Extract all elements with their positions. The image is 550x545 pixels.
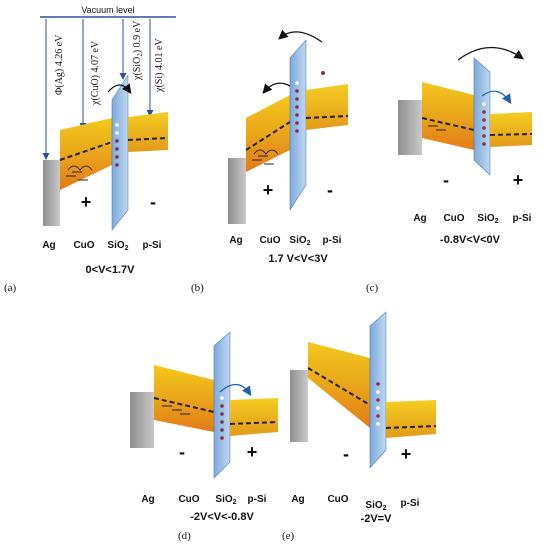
sio2-charges bbox=[376, 382, 380, 426]
cuo-band bbox=[246, 95, 290, 172]
tunneling-arrow-top bbox=[278, 29, 323, 43]
sio2-barrier bbox=[289, 39, 307, 212]
panel-b: + - Ag CuO SiO2 p-Si 1.7 V<V<3V (b) bbox=[191, 29, 349, 294]
sio2-charges bbox=[295, 71, 325, 133]
psi-fermi-level bbox=[385, 425, 437, 429]
ag-metal-block bbox=[398, 100, 422, 155]
label-cuo: CuO bbox=[73, 240, 94, 251]
psi-fermi-level bbox=[127, 137, 169, 141]
tunneling-arrow-blue bbox=[219, 383, 252, 396]
tunneling-arrow-blue bbox=[481, 90, 512, 104]
condition-label: 1.7 V<V<3V bbox=[268, 253, 328, 265]
cuo-fermi-level bbox=[59, 141, 113, 161]
label-psi: p-Si bbox=[323, 235, 342, 246]
sio2-barrier bbox=[473, 57, 491, 176]
plus-sign: + bbox=[247, 442, 258, 462]
chi-si-label: χ(Si) 4.01 eV bbox=[154, 38, 165, 93]
psi-fermi-level bbox=[489, 133, 533, 136]
cuo-fermi-level bbox=[421, 117, 475, 131]
panel-letter: (b) bbox=[191, 282, 204, 294]
label-ag: Ag bbox=[229, 235, 242, 246]
minus-sign: - bbox=[179, 442, 185, 462]
ag-metal-block bbox=[43, 160, 60, 226]
tunneling-arrow-left bbox=[262, 82, 291, 94]
chi-cuo-label: χ(CuO) 4.07 eV bbox=[90, 40, 101, 106]
cuo-trap-levels bbox=[66, 171, 88, 181]
psi-band bbox=[490, 112, 532, 147]
sio2-barrier bbox=[369, 311, 387, 469]
condition-label: -2V<V<-0.8V bbox=[190, 511, 254, 523]
ag-metal-block bbox=[130, 392, 154, 448]
ag-metal-block bbox=[228, 158, 246, 224]
label-cuo: CuO bbox=[327, 494, 348, 505]
panel-letter: (e) bbox=[282, 530, 295, 542]
ag-metal-block bbox=[290, 370, 308, 442]
panel-c: - + Ag CuO SiO2 p-Si -0.8V<V<0V (c) bbox=[366, 46, 533, 294]
sio2-charges bbox=[220, 396, 224, 440]
cuo-fermi-level bbox=[153, 397, 215, 413]
cuo-fermi-level bbox=[307, 367, 371, 406]
condition-label: -2V=V bbox=[361, 513, 393, 525]
cuo-trap-levels bbox=[252, 155, 274, 165]
cuo-trap-levels bbox=[162, 405, 190, 415]
label-sio2: SiO2 bbox=[215, 494, 236, 506]
cuo-band bbox=[154, 365, 214, 432]
minus-sign: - bbox=[343, 444, 349, 464]
label-psi: p-Si bbox=[401, 498, 420, 509]
label-ag: Ag bbox=[141, 494, 154, 505]
plus-sign: + bbox=[513, 170, 524, 190]
label-sio2: SiO2 bbox=[477, 213, 498, 225]
psi-band bbox=[386, 400, 436, 438]
cuo-electron-hops bbox=[67, 165, 93, 171]
panel-e: - + Ag CuO SiO2 p-Si -2V=V (e) bbox=[282, 311, 437, 542]
minus-sign: - bbox=[327, 180, 333, 200]
label-sio2: SiO2 bbox=[365, 500, 386, 512]
label-cuo: CuO bbox=[178, 494, 199, 505]
cuo-electron-hops bbox=[253, 149, 279, 155]
label-sio2: SiO2 bbox=[107, 240, 128, 252]
psi-fermi-level bbox=[305, 115, 349, 119]
panel-letter: (a) bbox=[4, 282, 17, 294]
panel-d: - + Ag CuO SiO2 p-Si -2V<V<-0.8V (d) bbox=[130, 331, 279, 542]
condition-label: -0.8V<V<0V bbox=[440, 234, 501, 246]
label-psi: p-Si bbox=[513, 213, 532, 224]
sio2-charges bbox=[115, 123, 119, 167]
plus-sign: + bbox=[81, 192, 92, 212]
label-psi: p-Si bbox=[143, 240, 162, 251]
minus-sign: - bbox=[443, 170, 449, 190]
cuo-fermi-level bbox=[245, 121, 291, 151]
label-ag: Ag bbox=[291, 494, 304, 505]
sio2-charges bbox=[482, 102, 486, 146]
cuo-band bbox=[308, 342, 370, 428]
chi-sio2-label: χ(SiO2) 0.9 eV bbox=[132, 20, 144, 81]
plus-sign: + bbox=[263, 180, 274, 200]
psi-band bbox=[230, 398, 278, 436]
label-cuo: CuO bbox=[259, 235, 280, 246]
vacuum-level-label: Vacuum level bbox=[81, 5, 134, 15]
psi-fermi-level bbox=[229, 421, 279, 425]
phi-ag-label: Φ(Ag) 4.26 eV bbox=[54, 34, 65, 95]
label-ag: Ag bbox=[42, 240, 55, 251]
label-ag: Ag bbox=[413, 213, 426, 224]
panel-a: Vacuum level Φ(Ag) 4.26 eV χ(CuO) 4.07 e… bbox=[4, 5, 176, 294]
cuo-band bbox=[422, 82, 474, 150]
tunneling-arrow bbox=[107, 83, 132, 94]
cuo-trap-levels bbox=[428, 125, 446, 131]
tunneling-arrow-top bbox=[457, 46, 524, 61]
sio2-barrier bbox=[111, 73, 129, 231]
panel-letter: (c) bbox=[366, 282, 379, 294]
psi-band bbox=[128, 112, 168, 152]
panel-letter: (d) bbox=[178, 530, 191, 542]
label-cuo: CuO bbox=[443, 213, 464, 224]
cuo-band bbox=[60, 118, 112, 190]
label-psi: p-Si bbox=[248, 494, 267, 505]
psi-band bbox=[306, 84, 348, 130]
minus-sign: - bbox=[150, 192, 156, 212]
label-sio2: SiO2 bbox=[289, 235, 310, 247]
condition-label: 0<V<1.7V bbox=[86, 264, 136, 276]
plus-sign: + bbox=[401, 444, 412, 464]
